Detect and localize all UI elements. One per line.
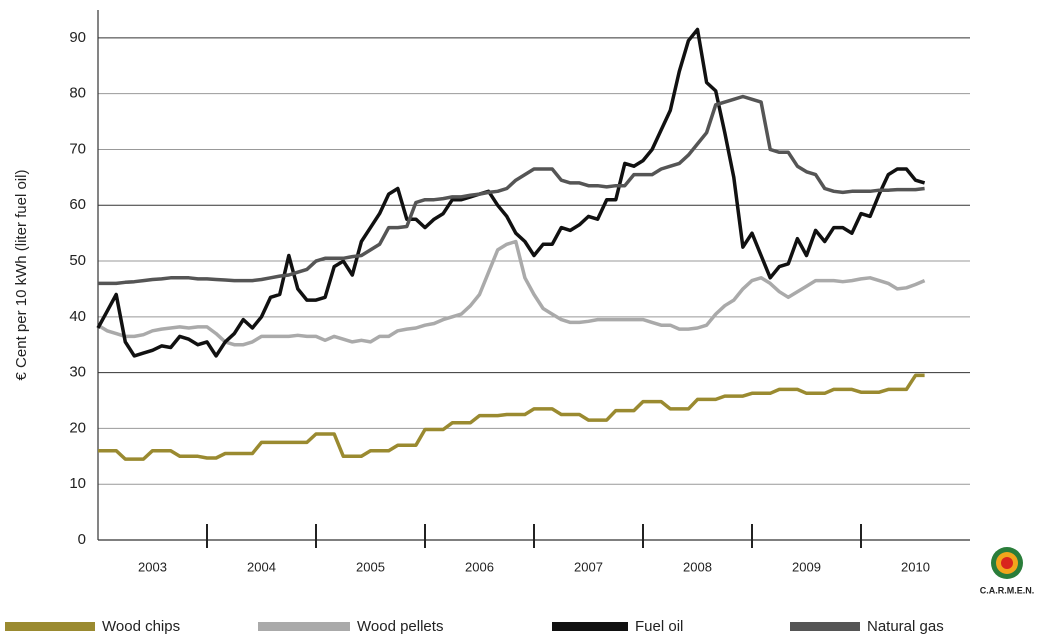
legend-label: Wood chips xyxy=(102,618,180,635)
x-tick-label: 2006 xyxy=(465,559,494,574)
series-line xyxy=(97,239,926,347)
series-line xyxy=(98,373,925,461)
x-tick-label: 2008 xyxy=(683,559,712,574)
logo-text: C.A.R.M.E.N. xyxy=(980,585,1035,595)
y-tick-label: 40 xyxy=(69,308,86,325)
series-line xyxy=(98,94,925,286)
y-tick-label: 80 xyxy=(69,85,86,102)
x-tick-label: 2005 xyxy=(356,559,385,574)
series-line xyxy=(96,27,926,358)
x-tick-label: 2009 xyxy=(792,559,821,574)
x-tick-label: 2004 xyxy=(247,559,276,574)
y-tick-label: 70 xyxy=(69,140,86,157)
y-tick-label: 50 xyxy=(69,252,86,269)
logo-core xyxy=(1001,557,1013,569)
y-axis-label: € Cent per 10 kWh (liter fuel oil) xyxy=(13,170,30,381)
legend-label: Natural gas xyxy=(867,618,944,635)
y-tick-label: 90 xyxy=(69,29,86,46)
legend-swatch xyxy=(5,622,95,631)
y-tick-label: 60 xyxy=(69,196,86,213)
x-tick-label: 2003 xyxy=(138,559,167,574)
y-tick-label: 20 xyxy=(69,419,86,436)
legend-label: Fuel oil xyxy=(635,618,683,635)
x-tick-label: 2010 xyxy=(901,559,930,574)
legend-swatch xyxy=(552,622,628,631)
legend-swatch xyxy=(790,622,860,631)
x-tick-label: 2007 xyxy=(574,559,603,574)
y-tick-label: 10 xyxy=(69,475,86,492)
legend-swatch xyxy=(258,622,350,631)
legend-label: Wood pellets xyxy=(357,618,443,635)
y-tick-label: 30 xyxy=(69,364,86,381)
logo: C.A.R.M.E.N. xyxy=(980,547,1035,595)
y-tick-label: 0 xyxy=(78,531,86,548)
